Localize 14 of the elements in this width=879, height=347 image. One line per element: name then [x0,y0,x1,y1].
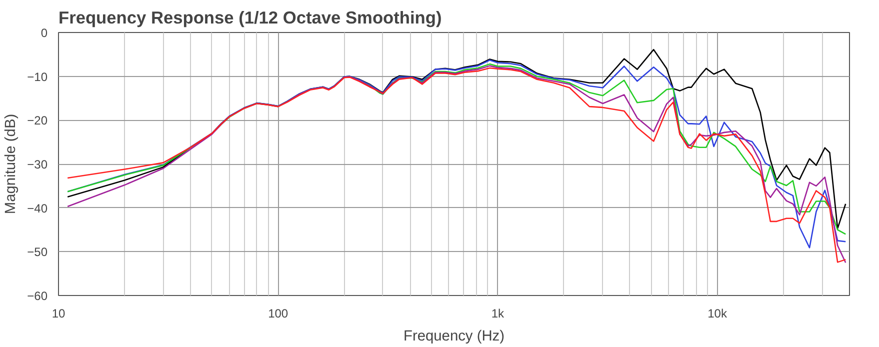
x-axis-title: Frequency (Hz) [404,328,505,344]
x-tick-label: 1k [491,306,506,320]
y-tick-label: −30 [27,158,48,172]
chart-title: Frequency Response (1/12 Octave Smoothing) [58,8,442,28]
y-tick-label: −10 [27,70,48,84]
y-tick-label: −20 [27,114,48,128]
x-tick-label: 100 [268,306,288,320]
y-axis-title: Magnitude (dB) [3,114,20,214]
y-tick-label: −40 [27,201,48,216]
y-tick-label: −50 [27,245,48,260]
x-tick-label: 10k [708,306,728,320]
y-tick-label: 0 [40,26,48,40]
y-tick-label: −60 [27,289,48,303]
x-tick-label: 10 [52,306,66,320]
